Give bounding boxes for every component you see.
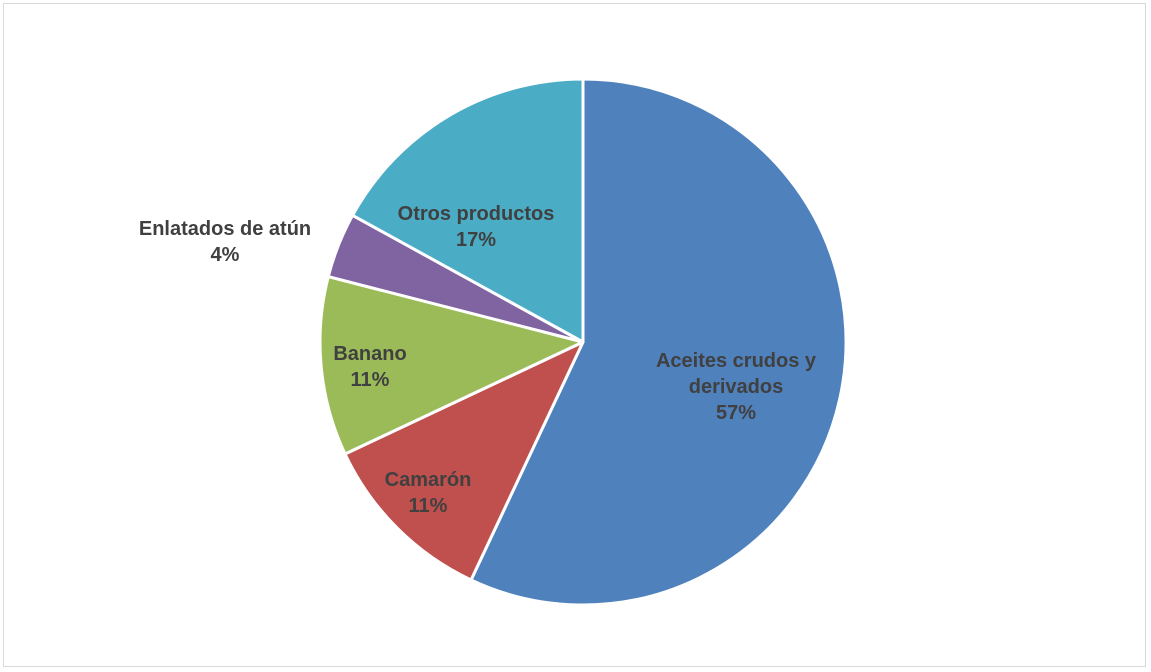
slice-percent: 57% — [716, 402, 756, 424]
slice-label: Otros productos 17% — [398, 203, 555, 251]
pie-slice-camarón — [343, 340, 585, 582]
pie-slice-aceites-crudos-y-derivados — [469, 77, 848, 607]
pie-labels: Aceites crudos y derivados 57%Camarón 11%Ba… — [139, 203, 817, 517]
slice-category: Camarón — [385, 469, 472, 491]
slice-percent: 4% — [211, 244, 240, 266]
slice-percent: 11% — [351, 369, 390, 391]
pie-slice-otros-productos — [351, 77, 585, 344]
slice-category: Banano — [333, 343, 406, 365]
pie-slices — [318, 77, 848, 607]
slice-category: Enlatados de atún — [139, 218, 311, 240]
slice-label: Enlatados de atún 4% — [139, 218, 311, 266]
slice-category: Otros productos — [398, 203, 555, 225]
slice-category: Aceites crudos y — [656, 350, 817, 372]
slice-percent: 17% — [456, 229, 496, 251]
slice-category: derivados — [689, 376, 783, 398]
slice-label: Aceites crudos y derivados 57% — [656, 350, 817, 424]
pie-slice-banano — [318, 275, 585, 456]
slice-label: Camarón 11% — [385, 469, 472, 517]
slice-label: Banano 11% — [333, 343, 406, 391]
slice-percent: 11% — [409, 495, 448, 517]
